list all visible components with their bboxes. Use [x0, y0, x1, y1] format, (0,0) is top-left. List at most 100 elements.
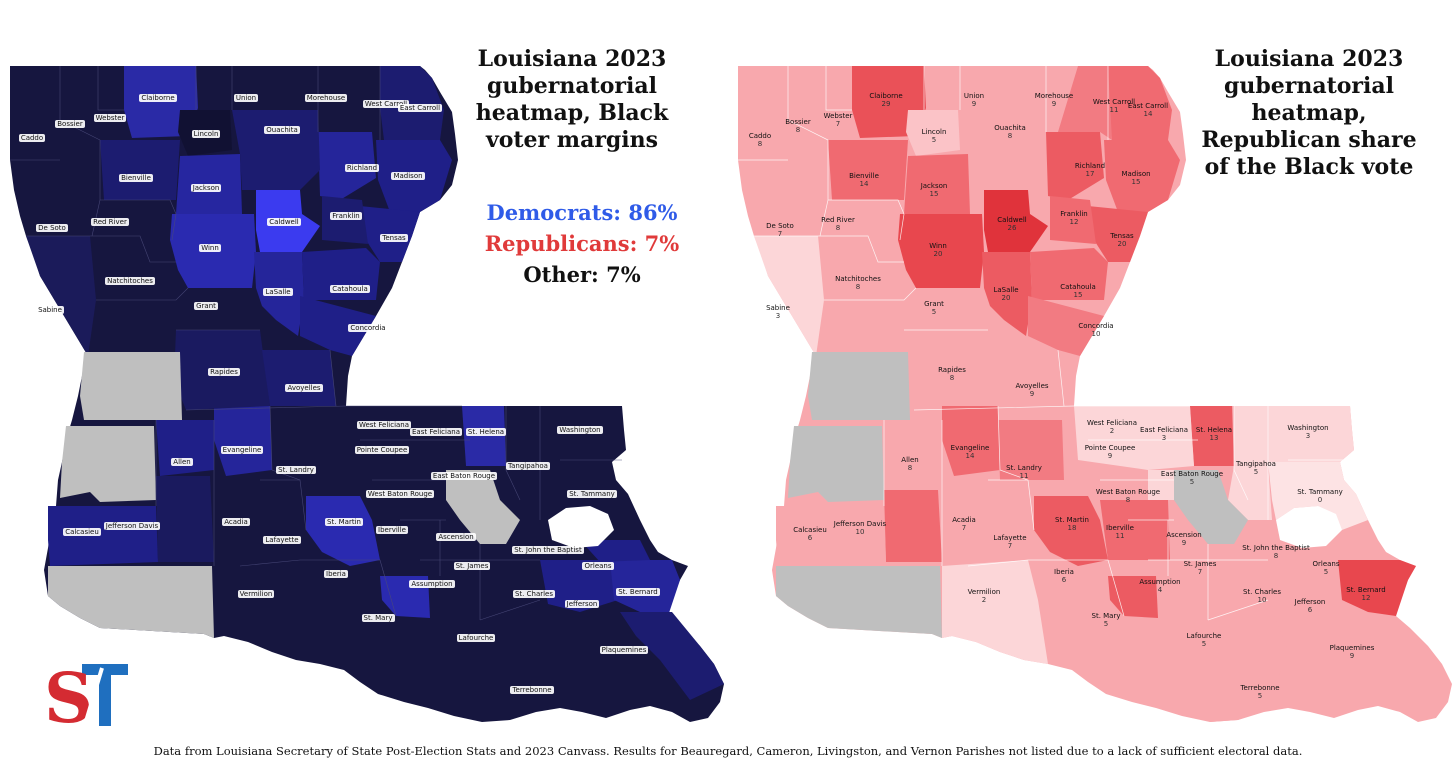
right-parish-label: Allen 8	[870, 456, 950, 472]
right-parish-value: 20	[1001, 294, 1011, 302]
left-parish-name: Bossier	[55, 120, 85, 128]
right-parish-label: Avoyelles 9	[992, 382, 1072, 398]
left-parish-name: Vermilion	[237, 590, 275, 598]
right-parish-value: 17	[1085, 170, 1095, 178]
right-parish-name: Orleans	[1312, 560, 1340, 568]
left-cameron-nodata	[48, 566, 214, 638]
left-parish-label: Ouachita	[242, 126, 322, 134]
left-parish-name: Acadia	[222, 518, 250, 526]
right-parish-value: 13	[1209, 434, 1219, 442]
left-parish-name: Catahoula	[330, 285, 370, 293]
left-parish-name: Winn	[199, 244, 221, 252]
right-parish-value: 14	[859, 180, 869, 188]
left-parish-label: Allen	[142, 458, 222, 466]
right-parish-name: Iberia	[1054, 568, 1074, 576]
right-parish-label: St. John the Baptist 8	[1236, 544, 1316, 560]
right-parish-value: 7	[961, 524, 967, 532]
left-parish-name: East Baton Rouge	[430, 472, 498, 480]
left-parish-name: Plaquemines	[599, 646, 649, 654]
right-winn	[898, 214, 984, 288]
right-parish-label: Lafayette 7	[970, 534, 1050, 550]
right-title-line-2: gubernatorial	[1224, 73, 1394, 99]
right-parish-value: 8	[835, 224, 841, 232]
right-parish-label: East Baton Rouge 5	[1152, 470, 1232, 486]
right-west-carroll	[1058, 66, 1112, 140]
right-parish-value: 29	[881, 100, 891, 108]
left-parish-name: Terrebonne	[510, 686, 554, 694]
right-parish-label: Jackson 15	[894, 182, 974, 198]
left-parish-name: St. Mary	[361, 614, 395, 622]
right-parish-value: 9	[1029, 390, 1035, 398]
left-parish-label: Bienville	[96, 174, 176, 182]
right-parish-name: West Carroll	[1092, 98, 1136, 106]
left-east-carroll	[380, 66, 444, 140]
right-vermilion	[942, 560, 1048, 664]
right-parish-value: 3	[775, 312, 781, 320]
right-jefferson-davis	[884, 490, 942, 562]
right-parish-value: 8	[855, 283, 861, 291]
right-parish-value: 15	[929, 190, 939, 198]
right-parish-name: LaSalle	[993, 286, 1019, 294]
right-parish-name: Washington	[1287, 424, 1329, 432]
right-parish-value: 8	[1125, 496, 1131, 504]
left-parish-label: Red River	[70, 218, 150, 226]
right-parish-label: Lafourche 5	[1164, 632, 1244, 648]
left-parish-name: Orleans	[582, 562, 614, 570]
right-parish-value: 5	[931, 308, 937, 316]
left-parish-label: Avoyelles	[264, 384, 344, 392]
left-parish-label: Madison	[368, 172, 448, 180]
left-parish-label: West Feliciana	[344, 421, 424, 429]
right-parish-value: 15	[1131, 178, 1141, 186]
right-parish-value: 7	[1197, 568, 1203, 576]
right-parish-label: Rapides 8	[912, 366, 992, 382]
right-parish-value: 9	[1051, 100, 1057, 108]
right-parish-name: Morehouse	[1034, 92, 1074, 100]
left-parish-name: LaSalle	[263, 288, 293, 296]
left-parish-name: West Carroll	[362, 100, 410, 108]
right-parish-name: Ascension	[1166, 531, 1202, 539]
right-parish-label: Iberville 11	[1080, 524, 1160, 540]
left-parish-label: Lincoln	[166, 130, 246, 138]
left-parish-label: Jefferson	[542, 600, 622, 608]
right-title-line-3: heatmap,	[1251, 100, 1367, 126]
right-parish-label: Richland 17	[1050, 162, 1130, 178]
right-parish-name: St. Mary	[1091, 612, 1121, 620]
left-parish-label: Washington	[540, 426, 620, 434]
right-parish-name: East Feliciana	[1140, 426, 1188, 434]
right-parish-label: St. Tammany 0	[1280, 488, 1360, 504]
left-parish-name: Ouachita	[264, 126, 300, 134]
right-parish-label: Webster 7	[798, 112, 878, 128]
right-title-line-5: of the Black vote	[1204, 154, 1414, 180]
left-parish-label: Orleans	[558, 562, 638, 570]
right-parish-name: Lincoln	[921, 128, 947, 136]
right-parish-label: Tangipahoa 5	[1216, 460, 1296, 476]
right-parish-value: 9	[1107, 452, 1113, 460]
right-parish-label: St. Helena 13	[1174, 426, 1254, 442]
right-parish-label: Calcasieu 6	[770, 526, 850, 542]
right-parish-label: Iberia 6	[1024, 568, 1104, 584]
right-parish-label: West Baton Rouge 8	[1088, 488, 1168, 504]
right-cameron-nodata	[776, 566, 942, 638]
right-parish-value: 7	[777, 230, 783, 238]
right-parish-label: East Feliciana 3	[1124, 426, 1204, 442]
right-parish-value: 11	[1109, 106, 1119, 114]
left-parish-label: Sabine	[10, 306, 90, 314]
left-parish-label: Lafayette	[242, 536, 322, 544]
right-lincoln	[906, 110, 960, 156]
right-parish-name: Bienville	[849, 172, 879, 180]
left-parish-name: Franklin	[330, 212, 362, 220]
left-parish-name: Lafayette	[263, 536, 301, 544]
right-map-title: Louisiana 2023 gubernatorial heatmap, Re…	[1196, 46, 1422, 181]
left-parish-label: Concordia	[328, 324, 408, 332]
right-parish-label: Winn 20	[898, 242, 978, 258]
right-parish-name: Assumption	[1139, 578, 1181, 586]
right-parish-label: Ascension 9	[1144, 531, 1224, 547]
left-parish-label: Lafourche	[436, 634, 516, 642]
right-parish-label: Acadia 7	[924, 516, 1004, 532]
right-parish-label: Jefferson Davis 10	[820, 520, 900, 536]
right-parish-label: Madison 15	[1096, 170, 1176, 186]
right-livingston-nodata	[1174, 470, 1248, 544]
left-parish-label: Jackson	[166, 184, 246, 192]
right-parish-label: Franklin 12	[1034, 210, 1114, 226]
